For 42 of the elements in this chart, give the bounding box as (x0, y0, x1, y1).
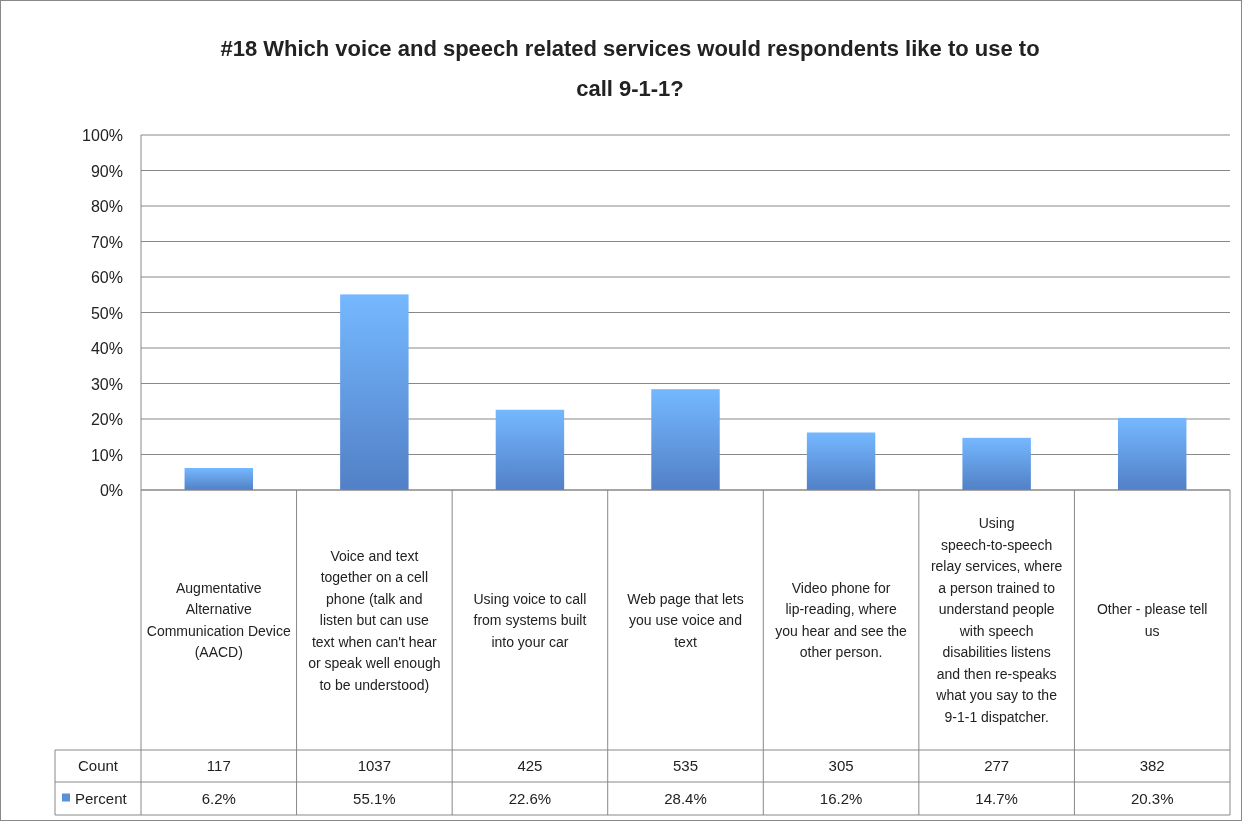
text: 277 (984, 757, 1010, 774)
data-label: 28.4% (664, 789, 707, 807)
text: Count (77, 757, 119, 774)
text: 305 (828, 757, 854, 774)
y-tick-label: 60% (90, 269, 123, 286)
legend-label: Percent (75, 789, 128, 807)
y-tick-label: 70% (90, 233, 123, 251)
x-tick-label: Web page that lets you use voice and text (627, 590, 744, 650)
text: 535 (672, 757, 699, 774)
y-tick-label: 40% (90, 340, 123, 357)
x-tick-label: Using voice to call from systems built into your car (473, 590, 587, 650)
y-tick-label: 10% (90, 446, 123, 464)
text: 425 (517, 757, 543, 774)
y-tick-label: 0% (99, 482, 123, 499)
y-tick-label: 50% (90, 304, 123, 322)
text: 117 (206, 757, 231, 774)
category-label: Using speech-to-speech relay services, where a person trained to understand people with speech disabilities listens and then re-speaks what you say to the 9-1-1 dispatcher. (930, 515, 1063, 725)
bar (651, 389, 720, 490)
bar (340, 294, 409, 490)
y-tick-label: 90% (90, 162, 123, 180)
y-tick-label: 30% (90, 375, 123, 393)
y-tick-label: 100% (82, 127, 123, 144)
bar (495, 409, 565, 490)
x-tick-label: Voice and text together on a cell phone (talk and listen but can use text when can't hear or speak well enough to be understood) (308, 547, 441, 693)
data-label: 16.2% (819, 789, 863, 807)
y-tick-label: 80% (90, 198, 123, 215)
data-label: 6.2% (201, 789, 236, 807)
x-tick-label: Augmentative Alternative Communication Device (AACD) (146, 579, 291, 661)
bar (962, 437, 1031, 490)
data-label: 20.3% (1130, 789, 1174, 807)
y-tick-label: 20% (90, 411, 123, 428)
bar (806, 432, 876, 490)
x-tick-label: Other - please tell us (1096, 601, 1208, 639)
bar (184, 467, 254, 490)
text: 1037 (357, 757, 392, 774)
x-tick-label: Video phone for lip-reading, where you hear and see the other person. (775, 579, 908, 661)
bar (1117, 417, 1187, 490)
data-label: 22.6% (508, 789, 552, 807)
chart-title: #18 Which voice and speech related services would respondents like to use to call 9-1-1? (220, 36, 1040, 101)
text: 382 (1139, 757, 1165, 774)
data-label: 14.7% (975, 789, 1018, 807)
data-label: 55.1% (353, 789, 396, 807)
